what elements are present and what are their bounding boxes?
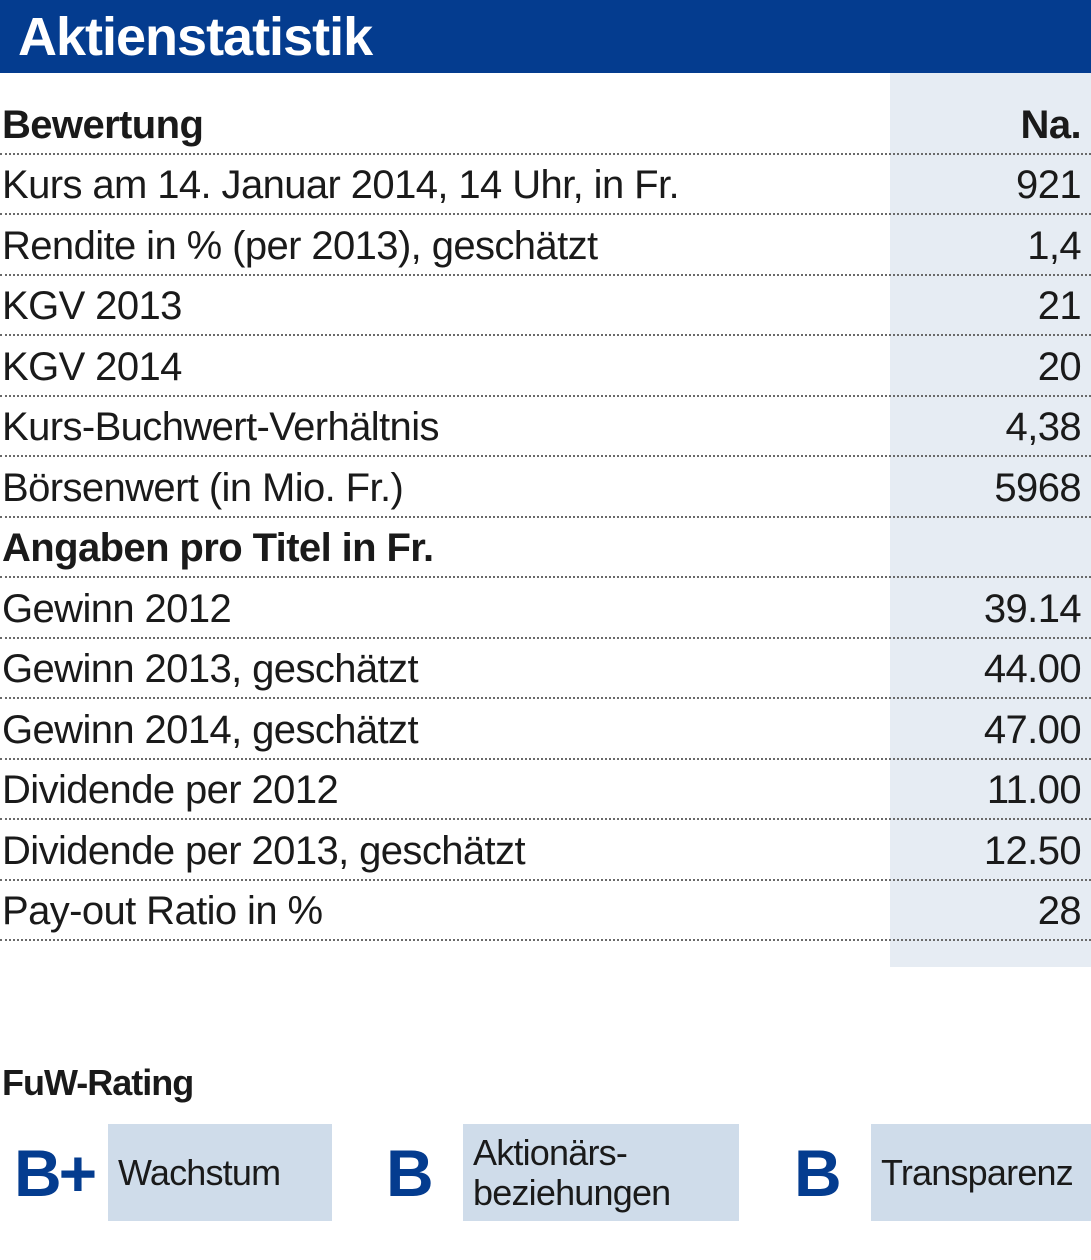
row-label: KGV 2013 [2, 284, 182, 328]
rating-heading: FuW-Rating [2, 1062, 194, 1103]
table-row: KGV 2014 20 [0, 336, 1091, 397]
row-value: 28 [1037, 889, 1082, 933]
row-label: Gewinn 2014, geschätzt [2, 707, 419, 752]
rating-grade-wachstum: B+ [14, 1136, 97, 1210]
row-label: Kurs am 14. Januar 2014, 14 Uhr, in Fr. [2, 163, 680, 207]
table-row: Dividende per 2013, geschätzt 12.50 [0, 820, 1091, 881]
table-header-row: Bewertung Na. [0, 94, 1091, 155]
row-value: 21 [1037, 284, 1082, 328]
table-row: KGV 2013 21 [0, 276, 1091, 336]
rating-box-transparenz: Transparenz [871, 1124, 1091, 1221]
title-bar: Aktienstatistik [0, 0, 1091, 73]
row-value: 20 [1037, 344, 1082, 389]
rating-label: Aktionärs- beziehungen [473, 1131, 671, 1213]
row-label: Börsenwert (in Mio. Fr.) [2, 465, 404, 510]
row-label: Dividende per 2013, geschätzt [2, 828, 526, 873]
row-value: 39.14 [983, 586, 1082, 631]
row-label: Kurs-Buchwert-Verhältnis [2, 405, 439, 449]
row-label: Pay-out Ratio in % [2, 889, 323, 933]
table-row: Gewinn 2014, geschätzt 47.00 [0, 699, 1091, 760]
row-label: Gewinn 2012 [2, 586, 232, 631]
table-row: Gewinn 2013, geschätzt 44.00 [0, 639, 1091, 699]
rating-label: Transparenz [881, 1151, 1074, 1193]
rating-label: Wachstum [118, 1151, 281, 1193]
page-title: Aktienstatistik [18, 7, 373, 67]
row-value: 11.00 [986, 768, 1082, 812]
section-heading-angaben: Angaben pro Titel in Fr. [2, 526, 434, 570]
table-row: Gewinn 2012 39.14 [0, 578, 1091, 639]
row-value: 47.00 [983, 707, 1082, 752]
row-value: 4,38 [1005, 405, 1082, 449]
section-header-row: Angaben pro Titel in Fr. [0, 518, 1091, 578]
table-row: Börsenwert (in Mio. Fr.) 5968 [0, 457, 1091, 518]
row-value: 44.00 [983, 647, 1082, 691]
row-label: Gewinn 2013, geschätzt [2, 647, 419, 691]
row-label: Rendite in % (per 2013), geschätzt [2, 223, 598, 268]
rating-grade-aktionaersbeziehungen: B [386, 1136, 434, 1210]
value-column-background [890, 73, 1091, 967]
rating-box-wachstum: Wachstum [108, 1124, 332, 1221]
row-label: Dividende per 2012 [2, 768, 339, 812]
statistics-table: Bewertung Na. Kurs am 14. Januar 2014, 1… [0, 94, 1091, 941]
rating-box-aktionaersbeziehungen: Aktionärs- beziehungen [463, 1124, 739, 1221]
column-heading-value: Na. [1020, 102, 1082, 147]
row-label: KGV 2014 [2, 344, 182, 389]
table-row: Pay-out Ratio in % 28 [0, 881, 1091, 941]
row-value: 12.50 [983, 828, 1082, 873]
row-value: 5968 [994, 465, 1081, 510]
table-row: Dividende per 2012 11.00 [0, 760, 1091, 820]
row-value: 1,4 [1027, 223, 1081, 268]
row-value: 921 [1016, 163, 1082, 207]
section-heading-bewertung: Bewertung [2, 102, 204, 147]
table-row: Kurs am 14. Januar 2014, 14 Uhr, in Fr. … [0, 155, 1091, 215]
table-row: Kurs-Buchwert-Verhältnis 4,38 [0, 397, 1091, 457]
table-row: Rendite in % (per 2013), geschätzt 1,4 [0, 215, 1091, 276]
rating-grade-transparenz: B [794, 1136, 842, 1210]
